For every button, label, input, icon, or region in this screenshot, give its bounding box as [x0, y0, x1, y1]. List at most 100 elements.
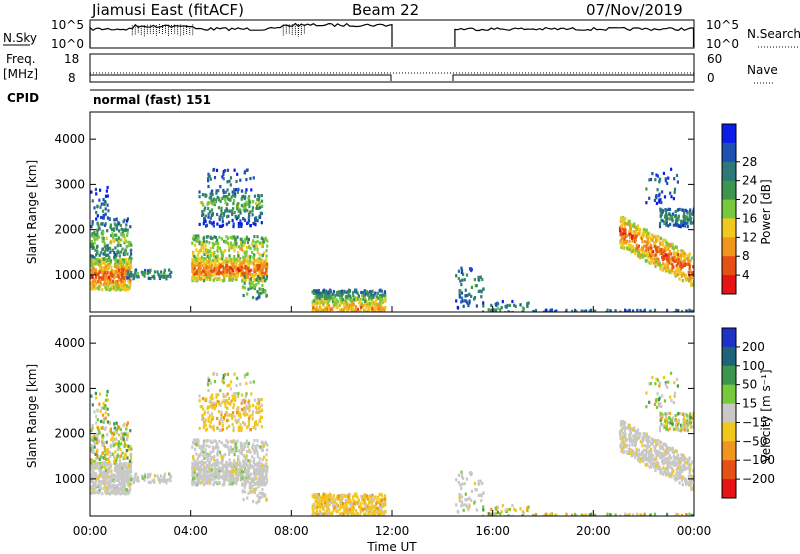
- date-title: 07/Nov/2019: [586, 1, 683, 19]
- power-echo-cell: [197, 258, 200, 262]
- power-echo-cell: [467, 304, 470, 308]
- power-echo-cell: [460, 300, 463, 304]
- power-y-axis-label: Slant Range [km]: [25, 160, 39, 264]
- power-echo-cell: [205, 275, 208, 279]
- velocity-echo-cell: [195, 441, 198, 445]
- power-echo-cell: [258, 287, 261, 291]
- power-echo-cell: [207, 172, 210, 176]
- velocity-echo-cell: [113, 422, 116, 426]
- velocity-echo-cell: [221, 400, 224, 404]
- velocity-echo-cell: [244, 479, 247, 484]
- velocity-echo-cell: [247, 416, 251, 420]
- velocity-echo-cell: [165, 481, 168, 485]
- velocity-echo-cell: [263, 465, 266, 469]
- power-echo-cell: [468, 299, 471, 303]
- power-echo-cell: [243, 275, 246, 279]
- velocity-echo-cell: [366, 497, 370, 501]
- power-echo-cell: [198, 266, 201, 270]
- velocity-echo-cell: [91, 424, 94, 428]
- power-echo-cell: [252, 285, 255, 289]
- power-echo-cell: [594, 310, 597, 312]
- velocity-echo-cell: [195, 463, 198, 467]
- power-echo-cell: [650, 233, 654, 237]
- power-echo-cell: [331, 293, 334, 297]
- velocity-echo-cell: [235, 449, 238, 453]
- power-echo-cell: [320, 294, 323, 299]
- velocity-echo-cell: [108, 484, 111, 488]
- power-echo-cell: [326, 293, 329, 297]
- velocity-echo-cell: [223, 416, 226, 420]
- power-echo-cell: [659, 242, 662, 246]
- velocity-echo-cell: [233, 453, 236, 457]
- power-echo-cell: [666, 308, 669, 312]
- power-echo-cell: [203, 220, 206, 224]
- velocity-echo-cell: [256, 423, 259, 427]
- velocity-echo-cell: [228, 475, 232, 479]
- velocity-echo-cell: [347, 499, 350, 503]
- velocity-echo-cell: [113, 489, 116, 494]
- power-echo-cell: [251, 241, 254, 246]
- velocity-echo-cell: [124, 465, 127, 469]
- velocity-echo-cell: [263, 455, 266, 459]
- power-echo-cell: [664, 177, 667, 181]
- velocity-echo-cell: [112, 444, 115, 448]
- power-echo-cell: [241, 195, 244, 199]
- velocity-echo-cell: [235, 421, 238, 425]
- power-echo-cell: [655, 201, 658, 205]
- velocity-echo-cell: [96, 441, 99, 445]
- velocity-echo-cell: [130, 477, 133, 482]
- power-echo-cell: [97, 272, 100, 276]
- velocity-echo-cell: [202, 454, 205, 458]
- power-echo-cell: [244, 278, 248, 282]
- velocity-echo-cell: [211, 445, 214, 449]
- velocity-echo-cell: [251, 455, 254, 459]
- power-echo-cell: [382, 293, 385, 297]
- power-echo-cell: [206, 255, 209, 259]
- freq-panel: Freq. [MHz] 18 8 60 0 Nave: [3, 52, 778, 85]
- velocity-echo-cell: [102, 487, 105, 491]
- velocity-echo-cell: [231, 422, 234, 427]
- velocity-echo-cell: [216, 458, 219, 462]
- velocity-echo-cell: [108, 450, 112, 454]
- velocity-echo-cell: [251, 478, 254, 482]
- power-echo-cell: [352, 303, 355, 307]
- power-echo-cell: [660, 218, 663, 222]
- velocity-echo-cell: [90, 464, 93, 468]
- power-echo-cell: [215, 189, 218, 193]
- velocity-echo-cell: [248, 475, 251, 479]
- velocity-echo-cell: [99, 480, 103, 484]
- power-echo-cell: [106, 216, 109, 220]
- power-echo-cell: [673, 272, 676, 277]
- velocity-echo-cell: [117, 440, 120, 444]
- power-echo-cell: [339, 301, 342, 306]
- power-echo-cell: [655, 173, 658, 177]
- velocity-echo-cell: [244, 411, 247, 415]
- power-echo-cell: [643, 233, 646, 237]
- power-echo-cell: [659, 214, 662, 218]
- velocity-echo-cell: [254, 488, 257, 492]
- velocity-echo-cell: [214, 440, 218, 444]
- velocity-echo-cell: [368, 508, 371, 512]
- velocity-echo-cell: [99, 392, 102, 396]
- velocity-echo-cell: [233, 402, 236, 407]
- power-echo-cell: [103, 252, 106, 256]
- velocity-echo-cell: [127, 483, 130, 487]
- power-echo-cell: [334, 296, 337, 300]
- velocity-echo-cell: [121, 483, 124, 487]
- power-echo-cell: [118, 257, 122, 261]
- power-echo-cell: [571, 309, 574, 312]
- power-echo-cell: [160, 270, 163, 274]
- power-echo-cell: [249, 176, 252, 181]
- velocity-echo-cell: [215, 476, 218, 480]
- velocity-echo-cell: [251, 413, 254, 417]
- power-echo-cell: [256, 197, 259, 202]
- velocity-echo-cell: [212, 462, 215, 466]
- velocity-echo-cell: [101, 461, 104, 465]
- power-echo-cell: [201, 264, 204, 268]
- power-echo-cell: [347, 297, 350, 301]
- power-echo-cell: [231, 259, 234, 263]
- velocity-echo-cell: [247, 400, 250, 404]
- velocity-echo-cell: [250, 392, 253, 396]
- velocity-echo-cell: [239, 475, 242, 479]
- power-echo-cell: [123, 252, 126, 257]
